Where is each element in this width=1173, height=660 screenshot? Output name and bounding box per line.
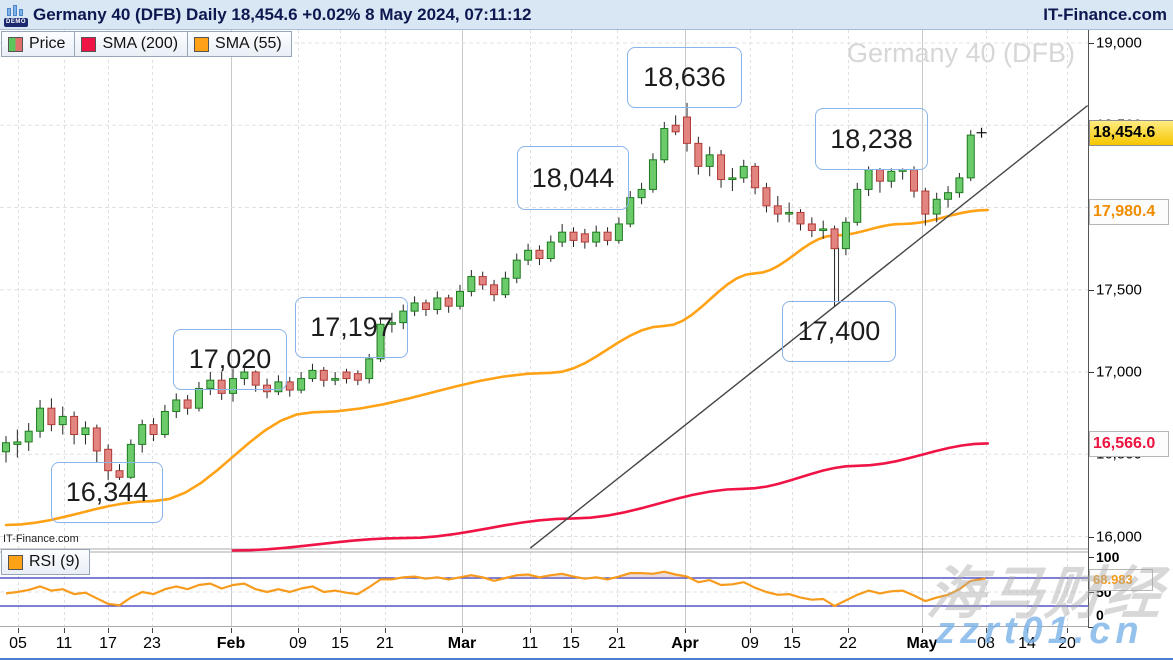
time-axis-label: May — [906, 635, 938, 652]
time-axis-label: Mar — [447, 635, 477, 652]
swing-price-label: 16,344 — [51, 462, 163, 523]
swing-price-label: 18,238 — [815, 108, 928, 170]
time-axis-label: 15 — [562, 635, 580, 652]
time-axis-label: Apr — [671, 635, 699, 652]
legend-sma55-label: SMA (55) — [215, 35, 282, 52]
sma200-swatch-icon — [81, 36, 97, 52]
price-axis-label: 19,000 — [1096, 34, 1142, 52]
it-finance-link[interactable]: IT-Finance.com — [1043, 4, 1167, 24]
demo-account-icon: DEMO — [3, 2, 29, 28]
rsi-swatch-icon — [8, 554, 23, 570]
price-axis-label: 17,500 — [1096, 281, 1142, 299]
time-axis-label: 05 — [9, 635, 27, 652]
swing-price-label: 17,197 — [295, 297, 408, 358]
time-axis-tick — [571, 628, 572, 633]
swing-price-label: 18,044 — [517, 146, 629, 210]
time-axis-label: 14 — [1018, 635, 1036, 652]
sma55-value-badge: 17,980.4 — [1089, 198, 1169, 225]
last-price-badge: 18,454.6 — [1089, 119, 1173, 146]
time-axis-tick — [231, 628, 232, 633]
rsi-axis-tick — [1089, 557, 1094, 558]
time-axis-tick — [385, 628, 386, 633]
price-axis[interactable]: 19,00018,50018,00017,50017,00016,50016,0… — [1088, 30, 1173, 628]
title-bar: DEMO Germany 40 (DFB) Daily 18,454.6 +0.… — [0, 0, 1173, 30]
legend-chip-sma200[interactable]: SMA (200) — [74, 31, 189, 57]
price-swatch-icon — [8, 36, 23, 52]
price-axis-label: 16,000 — [1096, 528, 1142, 545]
time-axis-tick — [1067, 628, 1068, 633]
price-legend: Price SMA (200) SMA (55) — [1, 31, 292, 57]
time-axis-label: 15 — [331, 635, 349, 652]
rsi-axis-tick — [1089, 592, 1094, 593]
legend-chip-sma55[interactable]: SMA (55) — [187, 31, 292, 57]
rsi-value-badge: 68.983 — [1089, 568, 1153, 591]
legend-rsi-label: RSI (9) — [29, 553, 80, 570]
time-axis-tick — [848, 628, 849, 633]
demo-badge: DEMO — [4, 17, 28, 27]
time-axis-label: 20 — [1058, 635, 1076, 652]
time-axis-tick — [18, 628, 19, 633]
swing-price-label: 17,400 — [782, 301, 896, 362]
price-axis-tick — [1089, 289, 1094, 291]
price-axis-label: 17,000 — [1096, 363, 1142, 381]
time-axis-label: 11 — [521, 635, 539, 652]
swing-price-label: 17,020 — [173, 329, 287, 390]
time-axis-label: 23 — [143, 635, 161, 652]
time-axis-tick — [462, 628, 463, 633]
legend-sma200-label: SMA (200) — [102, 35, 179, 52]
time-axis-tick — [152, 628, 153, 633]
legend-price-label: Price — [29, 35, 66, 52]
time-axis-label: 15 — [783, 635, 801, 652]
time-axis-label: 17 — [99, 635, 117, 652]
time-axis-tick — [530, 628, 531, 633]
time-axis-tick — [1027, 628, 1028, 633]
time-axis-label: 22 — [839, 635, 857, 652]
instrument-title: Germany 40 (DFB) Daily 18,454.6 +0.02% 8… — [33, 4, 532, 24]
rsi-axis-tick — [1089, 627, 1094, 628]
time-axis-tick — [298, 628, 299, 633]
time-axis-label: 09 — [741, 635, 759, 652]
time-axis-label: 08 — [977, 635, 995, 652]
time-axis[interactable]: 05 11 17 23 Feb 09 15 21 Mar 11 15 21 Apr 09 15 22 May 08… — [0, 628, 1088, 658]
time-axis-label: 21 — [608, 635, 626, 652]
time-axis-tick — [685, 628, 686, 633]
sma200-value-badge: 16,566.0 — [1089, 431, 1169, 458]
time-axis-tick — [922, 628, 923, 633]
time-axis-tick — [617, 628, 618, 633]
legend-chip-price[interactable]: Price — [1, 31, 76, 57]
time-axis-label: 11 — [55, 635, 73, 652]
price-chart-canvas[interactable] — [0, 30, 1088, 628]
time-axis-tick — [64, 628, 65, 633]
rsi-axis-label: 0 — [1096, 607, 1104, 623]
sma55-swatch-icon — [194, 36, 210, 52]
time-axis-tick — [340, 628, 341, 633]
time-axis-label: 09 — [289, 635, 307, 652]
legend-chip-rsi[interactable]: RSI (9) — [1, 549, 90, 575]
time-axis-tick — [792, 628, 793, 633]
time-axis-tick — [986, 628, 987, 633]
price-axis-tick — [1089, 43, 1094, 44]
rsi-axis-label: 100 — [1096, 549, 1120, 565]
time-axis-label: 21 — [376, 635, 394, 652]
time-axis-label: Feb — [216, 635, 246, 652]
time-axis-tick — [750, 628, 751, 633]
price-axis-tick — [1089, 536, 1094, 538]
rsi-legend: RSI (9) — [1, 549, 90, 575]
price-axis-tick — [1089, 372, 1094, 373]
swing-price-label: 18,636 — [627, 47, 742, 108]
time-axis-tick — [108, 628, 109, 633]
